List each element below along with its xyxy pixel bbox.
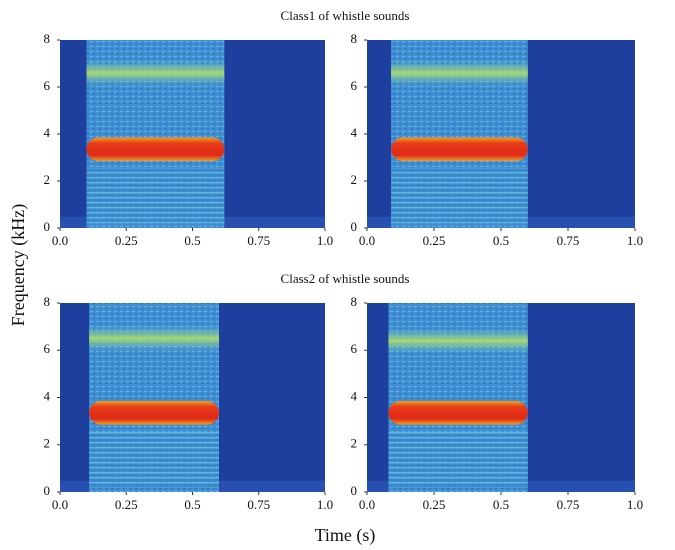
x-tick-label: 0.75 bbox=[557, 233, 580, 248]
x-tick-label: 0.75 bbox=[247, 497, 270, 512]
row-title: Class2 of whistle sounds bbox=[281, 271, 410, 286]
y-tick-label: 6 bbox=[351, 78, 358, 93]
y-tick-label: 0 bbox=[44, 483, 51, 498]
x-tick-label: 0.25 bbox=[115, 233, 138, 248]
tone-band bbox=[86, 137, 225, 162]
x-axis-label: Time (s) bbox=[315, 525, 376, 546]
x-tick-label: 1.0 bbox=[627, 497, 643, 512]
y-tick-label: 2 bbox=[44, 172, 51, 187]
x-tick-label: 1.0 bbox=[317, 233, 333, 248]
x-tick-label: 0.5 bbox=[184, 233, 200, 248]
y-axis-label: Frequency (kHz) bbox=[8, 204, 29, 326]
x-tick-label: 0.25 bbox=[115, 497, 138, 512]
x-tick-label: 0.25 bbox=[423, 233, 446, 248]
y-tick-label: 4 bbox=[44, 388, 51, 403]
y-tick-label: 6 bbox=[351, 341, 358, 356]
y-tick-label: 0 bbox=[351, 219, 358, 234]
y-tick-label: 8 bbox=[351, 294, 358, 309]
harmonic-band bbox=[86, 59, 225, 86]
row-title: Class1 of whistle sounds bbox=[281, 8, 410, 23]
x-tick-label: 0.5 bbox=[493, 233, 509, 248]
y-tick-label: 4 bbox=[351, 388, 358, 403]
harmonic-band bbox=[388, 327, 528, 354]
x-tick-label: 0.0 bbox=[359, 497, 375, 512]
harmonic-band bbox=[391, 59, 528, 86]
y-tick-label: 6 bbox=[44, 78, 51, 93]
low-harmonics bbox=[388, 431, 528, 488]
tone-band bbox=[391, 137, 528, 162]
x-tick-label: 0.0 bbox=[52, 497, 68, 512]
y-tick-label: 8 bbox=[351, 31, 358, 46]
low-harmonics bbox=[89, 431, 220, 488]
x-tick-label: 0.0 bbox=[359, 233, 375, 248]
low-harmonics bbox=[391, 168, 528, 224]
x-tick-label: 0.0 bbox=[52, 233, 68, 248]
y-tick-label: 6 bbox=[44, 341, 51, 356]
x-tick-label: 0.5 bbox=[493, 497, 509, 512]
y-tick-label: 0 bbox=[44, 219, 51, 234]
y-tick-label: 8 bbox=[44, 294, 51, 309]
x-tick-label: 0.75 bbox=[557, 497, 580, 512]
y-tick-label: 0 bbox=[351, 483, 358, 498]
x-tick-label: 0.25 bbox=[423, 497, 446, 512]
x-tick-label: 1.0 bbox=[317, 497, 333, 512]
y-tick-label: 8 bbox=[44, 31, 51, 46]
x-tick-label: 0.5 bbox=[184, 497, 200, 512]
y-tick-label: 2 bbox=[44, 436, 51, 451]
x-tick-label: 1.0 bbox=[627, 233, 643, 248]
y-tick-label: 4 bbox=[44, 125, 51, 140]
harmonic-band bbox=[89, 325, 220, 352]
x-tick-label: 0.75 bbox=[247, 233, 270, 248]
y-tick-label: 4 bbox=[351, 125, 358, 140]
tone-band bbox=[388, 401, 528, 425]
y-tick-label: 2 bbox=[351, 436, 358, 451]
y-tick-label: 2 bbox=[351, 172, 358, 187]
tone-band bbox=[89, 401, 220, 425]
low-harmonics bbox=[86, 168, 225, 224]
